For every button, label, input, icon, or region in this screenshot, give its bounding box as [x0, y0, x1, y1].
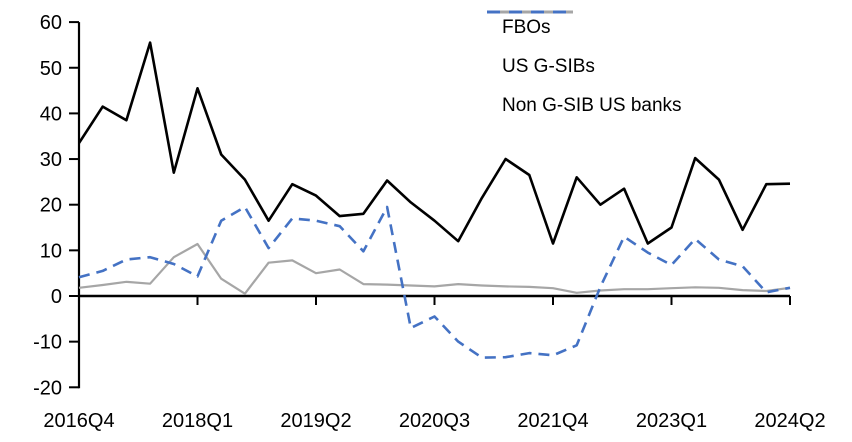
legend-item-non-gsib-us-banks: Non G-SIB US banks	[487, 10, 682, 125]
legend-label: US G-SIBs	[502, 56, 595, 77]
y-axis-tick-label: 40	[40, 103, 62, 125]
x-axis-tick-label: 2023Q1	[636, 410, 707, 432]
y-axis-tick-label: -20	[33, 377, 62, 399]
legend-label: Non G-SIB US banks	[502, 95, 682, 116]
y-axis-tick-label: 50	[40, 58, 62, 80]
legend-line-sample-dashed-blue	[487, 10, 573, 14]
y-axis-tick-label: 60	[40, 12, 62, 34]
chart-legend: FBOs US G-SIBs Non G-SIB US banks	[487, 8, 682, 125]
x-axis-tick-label: 2016Q4	[43, 410, 114, 432]
series-line-fbos	[77, 41, 791, 245]
x-axis-tick-label: 2021Q4	[517, 410, 588, 432]
legend-item-us-gsibs: US G-SIBs	[487, 10, 682, 86]
x-axis-tick-label: 2018Q1	[162, 410, 233, 432]
y-axis-tick-label: 20	[40, 195, 62, 217]
x-axis-tick-label: 2024Q2	[754, 410, 825, 432]
series-line-non-g-sib-us-banks	[78, 205, 791, 359]
x-axis-tick-label: 2020Q3	[399, 410, 470, 432]
y-axis-tick-label: 10	[40, 240, 62, 262]
y-axis-tick-label: 30	[40, 149, 62, 171]
y-axis-tick-label: -10	[33, 332, 62, 354]
series-line-us-g-sibs	[78, 242, 791, 295]
legend-label: FBOs	[502, 17, 551, 38]
y-axis-tick-label: 0	[51, 286, 62, 308]
x-axis-tick-label: 2019Q2	[280, 410, 351, 432]
